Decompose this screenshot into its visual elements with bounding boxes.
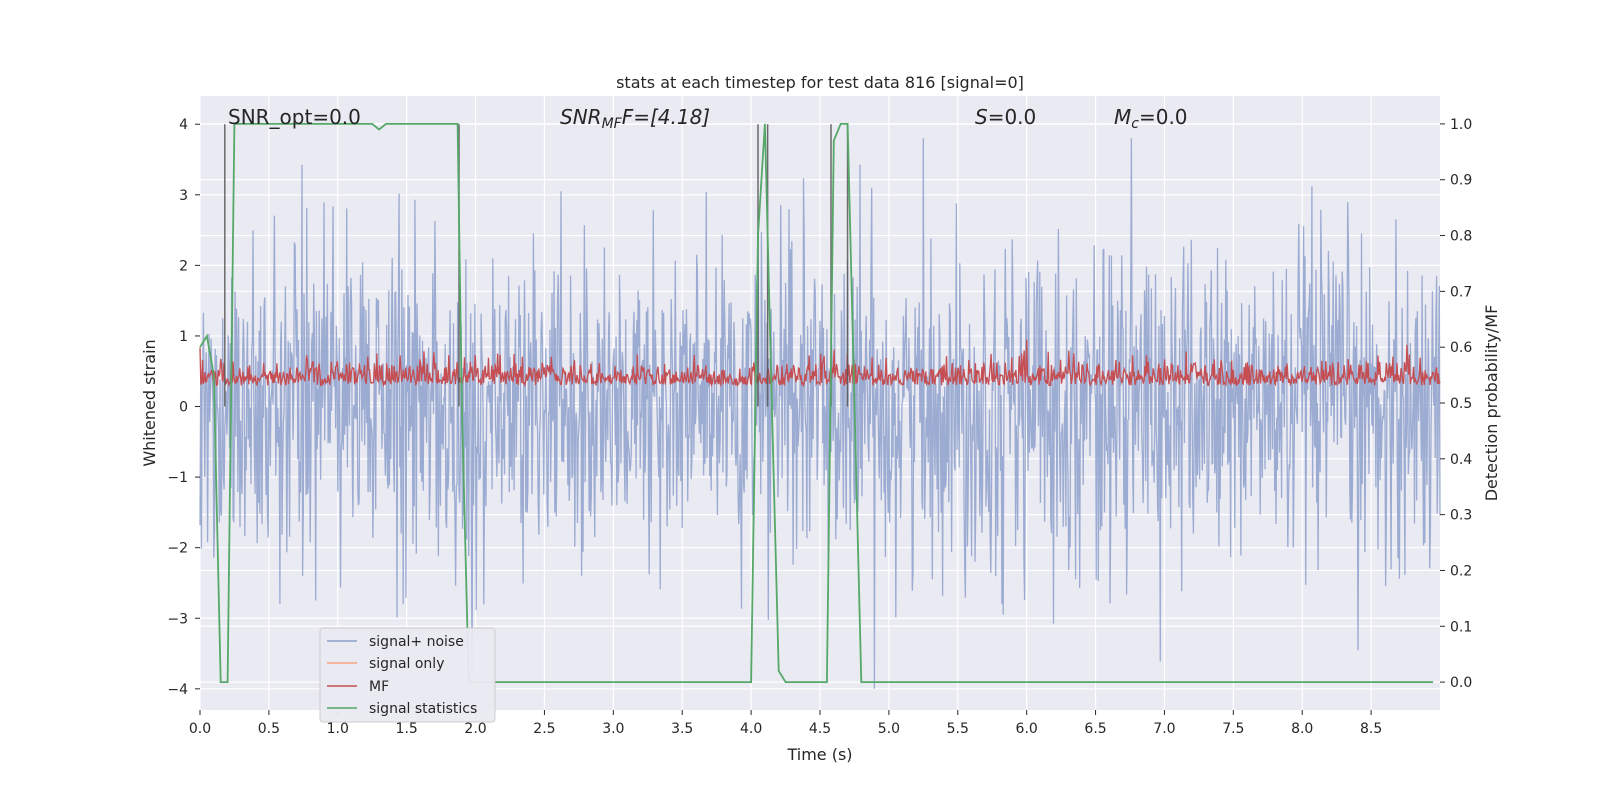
y-tick-label: 3 (179, 188, 188, 204)
x-tick-label: 8.5 (1360, 721, 1382, 737)
y2-tick-label: 0.2 (1450, 563, 1472, 579)
y2-tick-label: 0.9 (1450, 173, 1472, 189)
x-tick-label: 7.0 (1153, 721, 1175, 737)
x-tick-label: 4.5 (809, 721, 831, 737)
x-tick-label: 1.5 (396, 721, 418, 737)
x-tick-label: 0.5 (258, 721, 280, 737)
x-ticks: 0.0 0.5 1.0 1.5 2.0 2.5 3.0 3.5 4.0 4.5 5.0 5.5 6.0 6… (189, 710, 1382, 737)
y-tick-label: 4 (179, 117, 188, 133)
x-axis-label: Time (s) (786, 745, 852, 764)
x-tick-label: 4.0 (740, 721, 762, 737)
y2-tick-label: 0.8 (1450, 229, 1472, 245)
y-tick-label: 1 (179, 329, 188, 345)
x-tick-label: 2.5 (533, 721, 555, 737)
legend-label-mf: MF (369, 679, 389, 695)
x-tick-label: 1.0 (327, 721, 349, 737)
annotation-mc: Mc=0.0 (1114, 105, 1188, 132)
y-ticks: 4 3 2 1 0 −1 −2 −3 −4 (167, 117, 200, 698)
x-tick-label: 3.5 (671, 721, 693, 737)
y-tick-label: 2 (179, 258, 188, 274)
y2-axis-label: Detection probability/MF (1482, 305, 1501, 502)
x-tick-label: 6.5 (1084, 721, 1106, 737)
y-tick-label: −3 (167, 611, 188, 627)
legend-box (319, 627, 496, 723)
y-tick-label: −4 (167, 682, 188, 698)
series-signal-noise-line (199, 138, 1441, 689)
annotation-snr-opt: SNR_opt=0.0 (228, 105, 361, 129)
x-tick-label: 7.5 (1222, 721, 1244, 737)
x-tick-label: 5.0 (878, 721, 900, 737)
x-tick-label: 3.0 (602, 721, 624, 737)
x-tick-label: 5.5 (947, 721, 969, 737)
x-tick-label: 0.0 (189, 721, 211, 737)
annotation-s: S=0.0 (975, 105, 1036, 129)
y2-tick-label: 0.7 (1450, 284, 1472, 300)
x-tick-label: 2.0 (464, 721, 486, 737)
legend-label-signal-statistics: signal statistics (369, 701, 477, 717)
series-mf-line (199, 339, 1441, 388)
y-tick-label: −1 (167, 470, 188, 486)
y2-tick-label: 0.1 (1450, 619, 1472, 635)
legend: signal+ noise signal only MF signal stat… (319, 627, 496, 723)
y2-tick-label: 0.5 (1450, 396, 1472, 412)
annotation-snr-mf: SNRMFF=[4.18] (560, 105, 710, 132)
y-tick-label: 0 (179, 400, 188, 416)
y2-tick-label: 0.6 (1450, 340, 1472, 356)
y2-tick-label: 1.0 (1450, 117, 1472, 133)
y2-tick-label: 0.0 (1450, 675, 1472, 691)
y2-tick-label: 0.3 (1450, 508, 1472, 524)
chart-title: stats at each timestep for test data 816… (616, 73, 1024, 92)
x-tick-label: 6.0 (1016, 721, 1038, 737)
legend-label-signal-noise: signal+ noise (369, 634, 464, 650)
y2-ticks: 1.0 0.9 0.8 0.7 0.6 0.5 0.4 0.3 0.2 0.1 0.0 (1440, 117, 1472, 691)
x-tick-label: 8.0 (1291, 721, 1313, 737)
legend-label-signal-only: signal only (369, 656, 444, 672)
y-tick-label: −2 (167, 541, 188, 557)
y2-tick-label: 0.4 (1450, 452, 1472, 468)
y-axis-label: Whitened strain (140, 339, 159, 466)
